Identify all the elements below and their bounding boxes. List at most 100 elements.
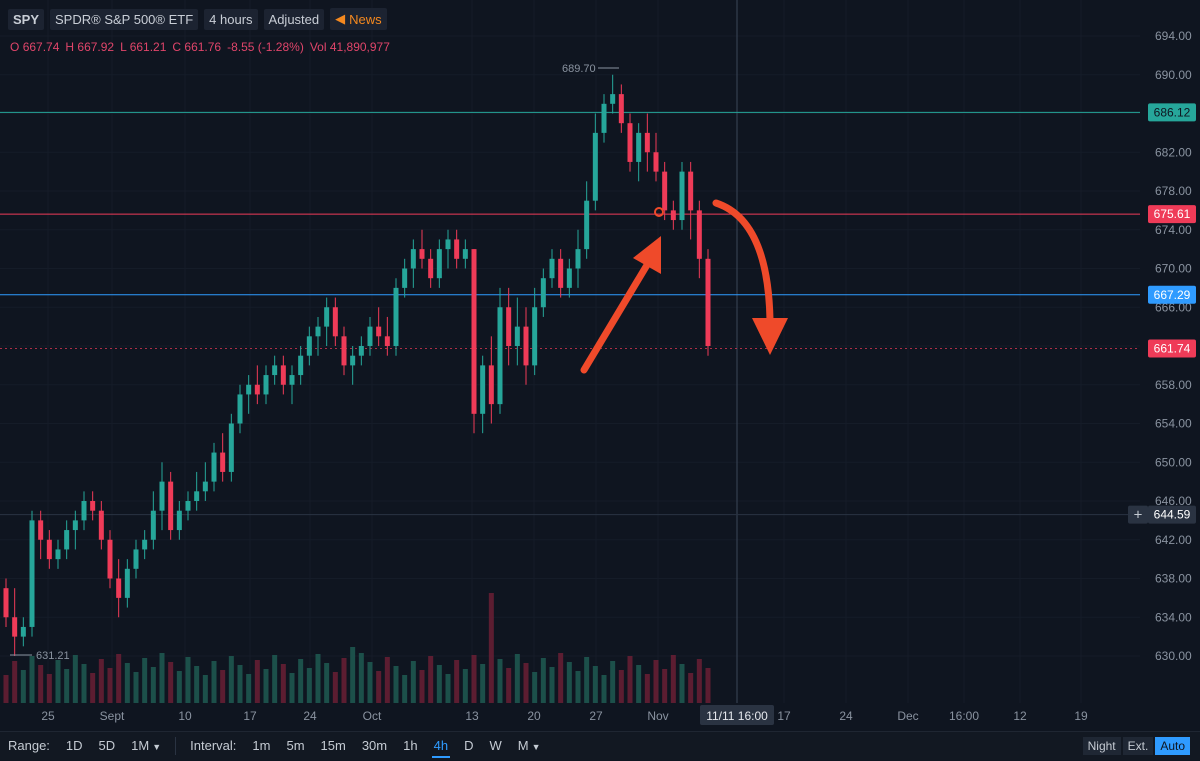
news-label: News — [349, 11, 382, 27]
candle-body — [497, 307, 503, 405]
high-value: 667.92 — [77, 40, 115, 54]
volume-bar — [185, 657, 191, 703]
bottom-toolbar: Range: 1D 5D 1M ▼ Interval: 1m 5m 15m 30m… — [0, 731, 1200, 760]
x-tick-label: Sept — [100, 709, 125, 723]
auto-button[interactable]: Auto — [1155, 737, 1190, 755]
candle-body — [38, 520, 44, 540]
candle-body — [705, 258, 711, 346]
x-tick-label: Dec — [897, 709, 918, 723]
high-annotation: 689.70 — [562, 63, 596, 75]
candle-body — [12, 617, 18, 637]
candle-body — [428, 258, 434, 279]
volume-bar — [393, 666, 399, 703]
candle-body — [3, 588, 9, 618]
volume-bar — [705, 668, 711, 703]
volume-bar — [194, 666, 200, 703]
volume-bar — [601, 675, 607, 703]
volume-bar — [142, 658, 148, 703]
change-value: -8.55 (-1.28%) — [227, 40, 304, 54]
y-tick-label: 674.00 — [1155, 223, 1192, 237]
volume-bar — [627, 656, 633, 703]
range-1m[interactable]: 1M ▼ — [123, 732, 169, 761]
x-tick-label: 27 — [589, 709, 603, 723]
candle-body — [176, 510, 182, 531]
volume-bar — [523, 663, 529, 703]
interval-4h[interactable]: 4h — [426, 732, 456, 760]
interval-label: Interval: — [190, 738, 237, 753]
news-button[interactable]: ◀ News — [330, 8, 387, 30]
candle-body — [662, 171, 668, 211]
candle-body — [237, 394, 243, 424]
interval-display[interactable]: 4 hours — [204, 8, 258, 30]
candle-body — [471, 249, 477, 414]
volume-bar — [116, 654, 122, 703]
candle-body — [618, 94, 624, 124]
candle-body — [272, 365, 278, 376]
down-arrow-shaft — [712, 199, 774, 324]
interval-1h[interactable]: 1h — [403, 738, 418, 753]
adjusted-toggle[interactable]: Adjusted — [263, 8, 325, 30]
volume-bar — [107, 668, 113, 703]
price-level-label: 675.61 — [1154, 207, 1191, 221]
candle-body — [98, 510, 104, 540]
volume-bar — [436, 665, 442, 703]
volume-bar — [46, 674, 52, 703]
range-5d[interactable]: 5D — [98, 738, 116, 753]
volume-bar — [64, 669, 70, 703]
volume-value: 41,890,977 — [329, 40, 390, 54]
candle-body — [220, 452, 226, 472]
volume-bar — [618, 670, 624, 703]
night-button[interactable]: Night — [1082, 737, 1121, 755]
interval-m[interactable]: M ▼ — [510, 732, 549, 761]
volume-bar — [280, 664, 286, 703]
candle-body — [107, 539, 113, 579]
add-alert-button[interactable] — [1128, 505, 1148, 524]
symbol[interactable]: SPY — [8, 8, 45, 30]
candle-body — [350, 355, 356, 366]
volume-bar — [263, 669, 269, 703]
candle-body — [454, 239, 460, 259]
candle-body — [376, 326, 382, 337]
volume-bar — [376, 671, 382, 703]
volume-bar — [558, 653, 564, 703]
volume-bar — [289, 673, 295, 703]
candle-body — [514, 326, 520, 346]
price-chart[interactable]: 694.00690.00686.00682.00678.00674.00670.… — [0, 0, 1200, 731]
candle-body — [592, 132, 598, 201]
ext-button[interactable]: Ext. — [1122, 737, 1154, 755]
range-label: Range: — [8, 738, 50, 753]
candle-body — [696, 210, 702, 259]
interval-30m[interactable]: 30m — [361, 738, 388, 753]
volume-bar — [419, 670, 425, 703]
candle-body — [367, 326, 373, 346]
volume-bar — [12, 661, 18, 703]
candle-body — [653, 152, 659, 172]
volume-bar — [202, 675, 208, 703]
candle-body — [575, 249, 581, 269]
candle-body — [462, 249, 468, 259]
open-value: 667.74 — [22, 40, 60, 54]
x-tick-label: 13 — [465, 709, 479, 723]
candle-body — [306, 336, 312, 356]
speaker-icon: ◀ — [335, 11, 346, 26]
candle-body — [211, 452, 217, 482]
volume-bar — [471, 655, 477, 703]
volume-bar — [315, 654, 321, 703]
interval-5m[interactable]: 5m — [286, 738, 305, 753]
y-tick-label: 694.00 — [1155, 29, 1192, 43]
candle-body — [419, 249, 425, 259]
volume-bar — [462, 669, 468, 703]
volume-bar — [532, 672, 538, 703]
candle-body — [315, 326, 321, 337]
low-value: 661.21 — [129, 40, 167, 54]
close-value: 661.76 — [184, 40, 222, 54]
volume-bar — [445, 674, 451, 703]
crosshair-time-tag — [700, 705, 774, 725]
interval-1m[interactable]: 1m — [252, 738, 271, 753]
candle-body — [670, 210, 676, 221]
interval-15m[interactable]: 15m — [320, 738, 346, 753]
volume-bar — [237, 665, 243, 703]
interval-d[interactable]: D — [464, 738, 474, 753]
interval-w[interactable]: W — [489, 738, 502, 753]
range-1d[interactable]: 1D — [65, 738, 83, 753]
